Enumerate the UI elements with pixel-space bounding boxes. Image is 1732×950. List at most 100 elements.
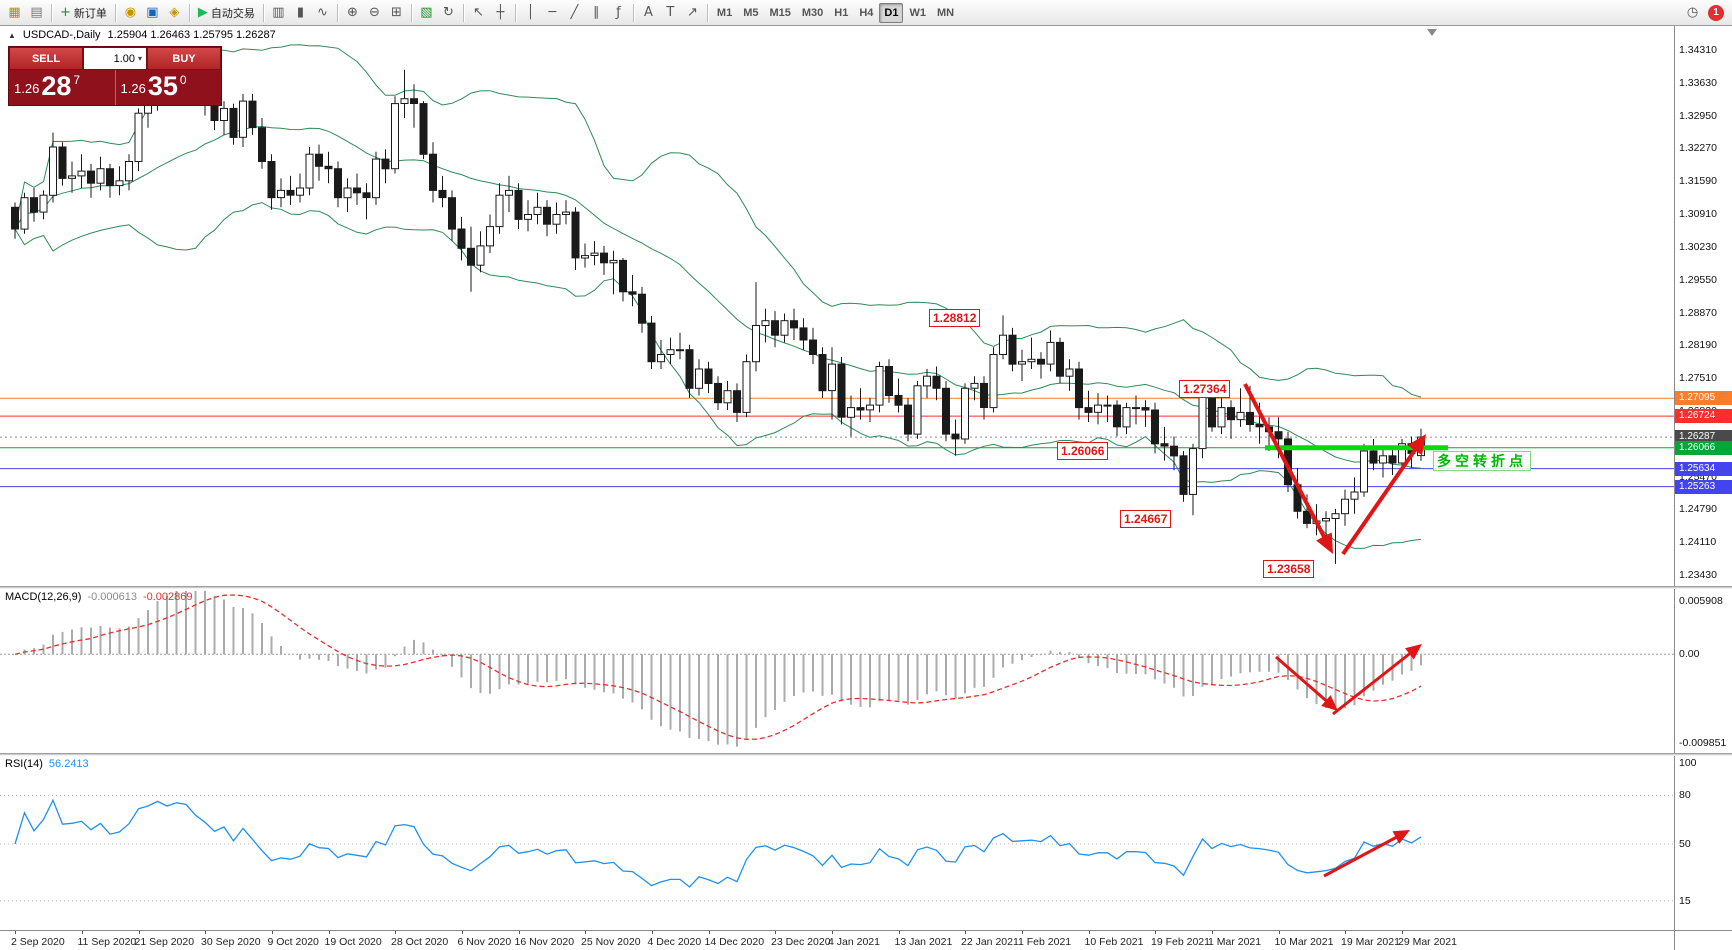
panel-divider[interactable]	[0, 586, 1732, 589]
timeframe-mn[interactable]: MN	[932, 3, 959, 23]
trend-arrow[interactable]	[1243, 383, 1328, 541]
collapse-ohlc-icon[interactable]: ▲	[8, 30, 16, 40]
timeframe-w1[interactable]: W1	[904, 3, 931, 23]
buy-price-display[interactable]: 1.26 35 0	[116, 70, 222, 105]
horizontal-line-icon-glyph: ─	[548, 5, 557, 20]
macd-label-line: MACD(12,26,9) -0.000613 -0.002869	[5, 591, 193, 603]
alert-badge[interactable]: 1	[1708, 4, 1724, 21]
macd-axis-label: 0.005908	[1679, 595, 1723, 607]
price-callout[interactable]: 1.23658	[1263, 560, 1315, 578]
price-axis[interactable]: 1.34310 1.33630 1.32950 1.32270 1.31590 1.309…	[1674, 26, 1732, 586]
timeframe-m30[interactable]: M30	[797, 3, 828, 23]
time-tick	[1278, 931, 1280, 934]
volume-dropdown-icon[interactable]: ▾	[137, 54, 142, 63]
price-axis-label: 1.30910	[1679, 208, 1717, 220]
trend-arrow[interactable]	[1323, 834, 1400, 878]
timeframe-m15[interactable]: M15	[764, 3, 795, 23]
timeframe-h1[interactable]: H1	[829, 3, 853, 23]
time-axis-label: 6 Nov 2020	[457, 936, 512, 948]
arrows-icon-glyph: ↗	[686, 5, 698, 20]
price-tag[interactable]: 1.25634	[1675, 462, 1732, 476]
price-tag[interactable]: 1.25263	[1675, 480, 1732, 494]
timeframe-d1[interactable]: D1	[879, 2, 904, 23]
price-callout[interactable]: 1.27364	[1179, 380, 1231, 398]
rsi-axis[interactable]: 100 80 50 15	[1674, 756, 1732, 930]
rsi-label-line: RSI(14) 56.2413	[5, 758, 89, 770]
pivot-label[interactable]: 多空转折点	[1433, 451, 1531, 471]
chart-shift-marker[interactable]	[1427, 29, 1437, 36]
price-axis-label: 1.34310	[1679, 44, 1717, 56]
label-icon-glyph: T	[666, 5, 675, 20]
horizontal-line-icon[interactable]: ─	[542, 2, 563, 23]
fibonacci-icon[interactable]: ƒ	[608, 2, 629, 23]
new-order-button[interactable]: + 新订单	[56, 2, 111, 23]
line-chart-icon[interactable]: ∿	[312, 2, 333, 23]
time-tick	[395, 931, 396, 934]
indicators-icon[interactable]: ▧	[416, 2, 437, 23]
time-axis-label: 28 Oct 2020	[391, 936, 449, 948]
toolbar-separator	[462, 3, 464, 22]
macd-indicator-name: MACD(12,26,9)	[5, 591, 82, 603]
candlestick-icon[interactable]: ▮	[290, 2, 311, 23]
panel-divider[interactable]	[0, 753, 1732, 756]
time-axis[interactable]: 2 Sep 2020 11 Sep 2020 21 Sep 2020 30 Sep 2…	[0, 930, 1732, 950]
toolbar: ▦ ▤ + 新订单 ◉ ▣ ◈ ▶ 自动交易 ▥ ▮ ∿ ⊕ ⊖ ⊞ ▧ ↻ ↖ ┼ │ ─ ╱ ∥ ƒ A T ↗ M1 M5 M15 M…	[0, 0, 1732, 26]
cursor-icon[interactable]: ↖	[468, 2, 489, 23]
new-chart-icon[interactable]: ▦	[4, 2, 25, 23]
fibonacci-icon-glyph: ƒ	[616, 5, 621, 20]
market-watch-icon[interactable]: ◉	[120, 2, 141, 23]
trend-arrow-head	[1321, 695, 1338, 711]
buy-price-point: 0	[179, 73, 187, 87]
rsi-value: 56.2413	[48, 758, 89, 770]
time-tick	[518, 931, 520, 934]
toolbar-separator	[336, 3, 338, 22]
volume-input[interactable]: 1.00 ▾	[83, 47, 147, 70]
navigator-icon[interactable]: ◈	[164, 2, 185, 23]
label-icon[interactable]: T	[660, 2, 681, 23]
crosshair-icon[interactable]: ┼	[490, 2, 511, 23]
price-tag[interactable]: 1.26724	[1675, 409, 1732, 423]
price-axis-label: 1.24110	[1679, 536, 1717, 548]
timeframe-m5[interactable]: M5	[738, 3, 763, 23]
buy-button[interactable]: BUY	[147, 47, 221, 70]
price-callout[interactable]: 1.26066	[1057, 442, 1109, 460]
price-tag[interactable]: 1.27095	[1675, 391, 1732, 405]
data-window-icon[interactable]: ▣	[142, 2, 163, 23]
toolbar-separator	[114, 3, 116, 22]
trendline-icon[interactable]: ╱	[564, 2, 585, 23]
sell-button[interactable]: SELL	[9, 47, 83, 70]
vertical-line-icon[interactable]: │	[520, 2, 541, 23]
timeframe-h4[interactable]: H4	[854, 3, 878, 23]
clock-icon[interactable]: ◷	[1682, 2, 1703, 23]
macd-axis[interactable]: 0.005908 0.00 -0.009851	[1674, 589, 1732, 753]
zoom-out-icon[interactable]: ⊖	[364, 2, 385, 23]
macd-chart	[0, 591, 1674, 747]
price-tag[interactable]: 1.26066	[1675, 441, 1732, 455]
time-tick	[708, 931, 710, 934]
navigator-icon-glyph: ◈	[169, 5, 180, 20]
candles-layer	[11, 55, 1425, 564]
trend-arrow[interactable]	[1332, 650, 1413, 716]
trend-arrow[interactable]	[1341, 446, 1419, 556]
tile-windows-icon[interactable]: ⊞	[386, 2, 407, 23]
macd-axis-label: -0.009851	[1679, 737, 1727, 749]
trend-arrow[interactable]	[1275, 655, 1330, 704]
price-callout[interactable]: 1.28812	[929, 309, 981, 327]
price-tag[interactable]: 1.26287	[1675, 430, 1732, 444]
bar-chart-icon[interactable]: ▥	[268, 2, 289, 23]
rsi-line	[14, 798, 1422, 888]
profiles-icon[interactable]: ▤	[26, 2, 47, 23]
equidistant-channel-icon[interactable]: ∥	[586, 2, 607, 23]
horizontal-lines-layer	[0, 397, 1674, 488]
time-axis-label: 13 Jan 2021	[894, 936, 953, 948]
zoom-in-icon[interactable]: ⊕	[342, 2, 363, 23]
period-cycler-icon[interactable]: ↻	[438, 2, 459, 23]
price-callout[interactable]: 1.24667	[1120, 510, 1172, 528]
time-axis-label: 9 Oct 2020	[267, 936, 319, 948]
arrows-icon[interactable]: ↗	[682, 2, 703, 23]
autotrading-button[interactable]: ▶ 自动交易	[194, 2, 259, 23]
text-icon[interactable]: A	[638, 2, 659, 23]
timeframe-m1[interactable]: M1	[712, 3, 737, 23]
sell-price-display[interactable]: 1.26 28 7	[9, 70, 116, 105]
time-axis-label: 4 Jan 2021	[828, 936, 880, 948]
